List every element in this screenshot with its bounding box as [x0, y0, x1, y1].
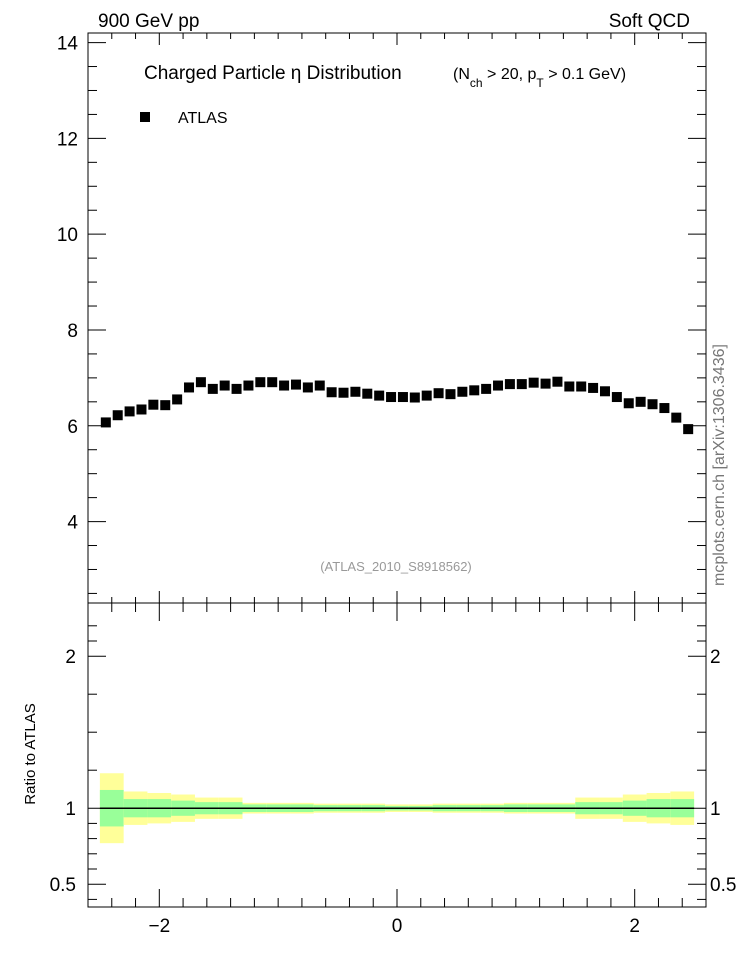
data-point: [671, 412, 682, 423]
main-y-tick-label: 14: [57, 34, 79, 55]
data-point: [231, 383, 242, 394]
title-cut-close: > 0.1 GeV): [544, 66, 626, 83]
data-point: [112, 410, 123, 421]
data-point: [243, 380, 254, 391]
data-point: [540, 378, 551, 389]
main-y-tick-label: 4: [67, 513, 78, 534]
data-point: [433, 388, 444, 399]
title-main: Charged Particle η Distribution: [144, 63, 402, 84]
data-point: [279, 380, 290, 391]
data-point: [481, 383, 492, 394]
ratio-x-tick-label: 0: [392, 916, 403, 937]
data-point: [611, 392, 622, 403]
data-point: [409, 392, 420, 403]
legend-marker-atlas: [140, 112, 150, 122]
data-point: [397, 392, 408, 403]
data-point: [219, 380, 230, 391]
data-point: [136, 404, 147, 415]
ratio-y-tick-label: 0.5: [50, 875, 76, 896]
data-point: [504, 379, 515, 390]
data-point: [588, 382, 599, 393]
data-point: [635, 396, 646, 407]
title-cut-mid: > 20, p: [483, 66, 537, 83]
data-point: [552, 376, 563, 387]
side-label: mcplots.cern.ch [arXiv:1306.3436]: [711, 344, 728, 586]
chart-title-cuts: (Nch > 20, pT > 0.1 GeV): [453, 66, 626, 90]
ratio-y-tick-label: 2: [65, 647, 76, 668]
data-point: [493, 380, 504, 391]
ratio-axis-ticks: 0.5 0.5 1 1 2 2 −2 0 2: [50, 603, 736, 937]
ratio-y-tick-label-right: 2: [710, 647, 721, 668]
atlas-data-points: [100, 376, 694, 435]
data-point: [184, 382, 195, 393]
ratio-y-tick-label: 1: [65, 799, 76, 820]
data-point: [576, 381, 587, 392]
data-point: [255, 377, 266, 388]
data-point: [195, 377, 206, 388]
main-y-tick-label: 10: [57, 225, 78, 246]
title-cut-sub1: ch: [470, 76, 483, 90]
ratio-uncertainty-bands: [99, 773, 695, 844]
data-point: [445, 389, 456, 400]
main-y-tick-label: 12: [57, 129, 78, 150]
ratio-plot-frame: [87, 602, 707, 908]
data-point: [683, 424, 694, 435]
data-point: [528, 377, 539, 388]
chart-title: Charged Particle η Distribution: [144, 63, 402, 84]
title-cut-open: (N: [453, 66, 470, 83]
analysis-watermark: (ATLAS_2010_S8918562): [320, 559, 472, 574]
data-point: [623, 398, 634, 409]
data-point: [314, 380, 325, 391]
data-point: [659, 403, 670, 414]
data-point: [599, 386, 610, 397]
ratio-plot-panel: [87, 602, 707, 908]
data-point: [124, 406, 135, 417]
main-y-tick-label: 6: [67, 417, 78, 438]
main-y-ticks: 4 6 8 10 12 14: [57, 33, 706, 603]
data-point: [350, 386, 361, 397]
legend-label-atlas: ATLAS: [178, 110, 228, 127]
data-point: [148, 399, 159, 410]
data-point: [338, 387, 349, 398]
data-point: [647, 399, 658, 410]
data-point: [421, 390, 432, 401]
data-point: [290, 379, 301, 390]
data-point: [469, 385, 480, 396]
header-right: Soft QCD: [609, 11, 690, 32]
header-left: 900 GeV pp: [98, 11, 199, 32]
ratio-y-tick-label-right: 1: [710, 799, 721, 820]
data-point: [100, 417, 111, 428]
data-point: [267, 377, 278, 388]
ratio-y-axis-label: Ratio to ATLAS: [22, 703, 39, 804]
ratio-x-tick-label: −2: [148, 916, 170, 937]
data-point: [516, 379, 527, 390]
data-point: [374, 390, 385, 401]
ratio-x-tick-label: 2: [629, 916, 640, 937]
data-point: [457, 386, 468, 397]
data-point: [362, 388, 373, 399]
data-point: [302, 382, 313, 393]
data-point: [172, 394, 183, 405]
main-y-tick-label: 8: [67, 321, 78, 342]
data-point: [386, 392, 397, 403]
data-point: [564, 381, 575, 392]
data-point: [160, 400, 171, 411]
data-point: [326, 387, 337, 398]
title-cut-sub2: T: [536, 76, 544, 90]
ratio-y-tick-label-right: 0.5: [710, 875, 736, 896]
data-point: [207, 383, 218, 394]
